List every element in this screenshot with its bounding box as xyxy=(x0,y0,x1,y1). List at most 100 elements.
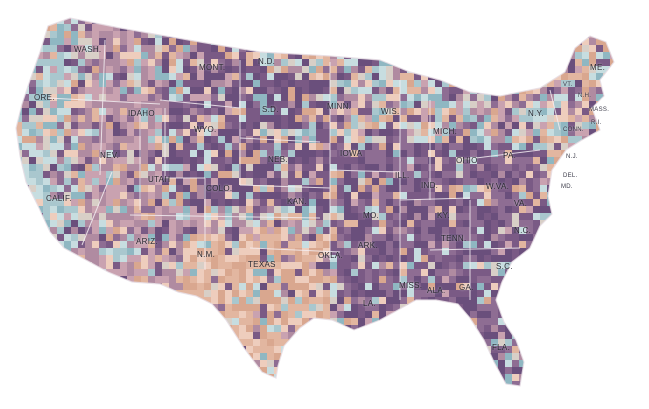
county-cell xyxy=(316,199,324,207)
county-cell xyxy=(274,66,285,76)
county-cell xyxy=(393,164,404,175)
county-cell xyxy=(400,150,409,159)
county-cell xyxy=(64,220,73,230)
county-cell xyxy=(141,262,148,269)
county-cell xyxy=(470,150,477,161)
county-cell xyxy=(92,157,103,167)
county-cell xyxy=(414,115,423,125)
county-cell xyxy=(197,108,205,120)
county-cell xyxy=(379,129,390,139)
county-cell xyxy=(365,101,372,111)
county-cell xyxy=(204,241,215,249)
county-cell xyxy=(421,185,430,194)
county-cell xyxy=(554,87,564,99)
county-cell xyxy=(204,122,215,132)
county-cell xyxy=(540,108,551,116)
county-cell xyxy=(344,178,351,186)
county-cell xyxy=(351,73,362,81)
county-cell xyxy=(512,206,522,214)
county-cell xyxy=(274,276,285,286)
county-cell xyxy=(316,255,325,267)
county-cell xyxy=(351,192,359,202)
county-cell xyxy=(309,94,321,101)
county-cell xyxy=(281,213,292,224)
county-cell xyxy=(43,101,50,109)
county-cell xyxy=(239,66,250,74)
county-cell xyxy=(288,171,296,181)
county-cell xyxy=(246,220,254,227)
county-cell xyxy=(575,101,587,109)
county-cell xyxy=(260,206,272,215)
county-cell xyxy=(120,220,129,229)
county-cell xyxy=(358,304,367,316)
county-cell xyxy=(484,101,494,108)
county-cell xyxy=(204,185,213,195)
county-cell xyxy=(197,255,207,266)
county-cell xyxy=(71,31,78,42)
county-cell xyxy=(71,108,82,115)
county-cell xyxy=(526,129,535,139)
county-cell xyxy=(260,248,270,256)
county-cell xyxy=(449,199,461,206)
county-cell xyxy=(113,115,123,123)
county-cell xyxy=(239,94,248,105)
county-cell xyxy=(477,136,487,144)
county-cell xyxy=(442,248,450,256)
county-cell xyxy=(302,73,312,80)
county-cell xyxy=(533,185,542,192)
county-cell xyxy=(281,66,291,77)
county-cell xyxy=(498,360,510,368)
county-cell xyxy=(113,94,125,105)
county-cell xyxy=(351,276,361,285)
county-cell xyxy=(134,269,144,276)
county-cell xyxy=(99,171,108,181)
county-cell xyxy=(309,129,317,136)
county-cell xyxy=(428,199,437,207)
county-cell xyxy=(386,115,396,127)
county-cell xyxy=(113,171,120,183)
county-cell xyxy=(92,255,99,263)
county-cell xyxy=(421,171,433,180)
county-cell xyxy=(477,178,489,187)
county-cell xyxy=(85,199,95,211)
county-cell xyxy=(582,129,589,141)
county-cell xyxy=(365,269,377,278)
county-cell xyxy=(204,59,215,68)
county-cell xyxy=(533,192,542,204)
county-cell xyxy=(274,87,284,97)
county-cell xyxy=(295,290,304,302)
county-cell xyxy=(43,220,51,228)
county-cell xyxy=(85,73,92,81)
county-cell xyxy=(204,283,216,292)
county-cell xyxy=(36,73,46,85)
county-cell xyxy=(267,108,276,115)
county-cell xyxy=(365,164,376,176)
county-cell xyxy=(365,136,372,148)
county-cell xyxy=(36,94,47,102)
county-cell xyxy=(449,87,459,96)
county-cell xyxy=(498,199,509,209)
county-cell xyxy=(365,129,373,141)
county-cell xyxy=(127,52,136,63)
county-cell xyxy=(113,185,125,192)
county-cell xyxy=(50,66,59,76)
county-cell xyxy=(568,87,576,96)
county-cell xyxy=(267,164,278,171)
county-cell xyxy=(169,276,181,287)
county-cell xyxy=(477,129,484,138)
county-cell xyxy=(491,353,503,363)
county-cell xyxy=(358,157,370,168)
county-cell xyxy=(526,157,537,165)
county-cell xyxy=(491,115,499,122)
county-cell xyxy=(120,24,130,36)
county-cell xyxy=(379,269,388,279)
county-cell xyxy=(155,94,162,106)
county-cell xyxy=(22,108,32,119)
county-cell xyxy=(316,213,324,220)
county-cell xyxy=(113,178,122,187)
county-cell xyxy=(141,59,149,68)
county-cell xyxy=(442,262,453,274)
county-cell xyxy=(323,136,334,148)
county-cell xyxy=(176,136,186,144)
county-cell xyxy=(232,122,242,133)
